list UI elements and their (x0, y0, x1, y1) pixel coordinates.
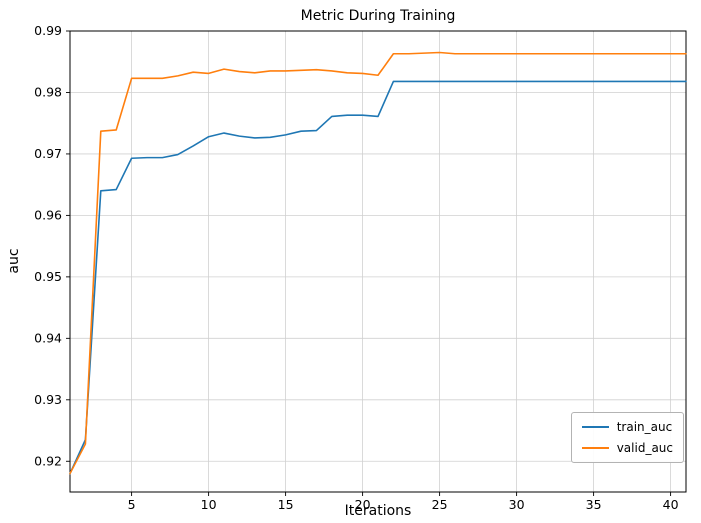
series-line-train_auc (69, 80, 687, 475)
train-line-swatch-icon (581, 426, 609, 428)
x-tick-label: 35 (586, 497, 602, 512)
x-tick-label: 5 (128, 497, 136, 512)
y-axis-label: auc (6, 248, 22, 274)
legend-item-train: train_auc (581, 420, 673, 434)
y-tick-label: 0.93 (34, 392, 62, 407)
y-tick-label: 0.96 (34, 207, 62, 222)
x-tick-label: 10 (201, 497, 217, 512)
y-tick-label: 0.95 (34, 269, 62, 284)
x-tick-label: 15 (278, 497, 294, 512)
y-tick-label: 0.98 (34, 84, 62, 99)
axes-frame (69, 30, 687, 493)
x-axis-label: Iterations (344, 503, 412, 519)
x-tick-label: 40 (663, 497, 679, 512)
chart-title: Metric During Training (300, 8, 456, 24)
y-tick-label: 0.92 (34, 453, 62, 468)
y-tick-label: 0.97 (34, 146, 62, 161)
y-tick-label: 0.94 (34, 330, 62, 345)
legend: train_auc valid_auc (570, 412, 684, 463)
legend-label-train: train_auc (616, 420, 673, 434)
legend-item-valid: valid_auc (581, 441, 673, 455)
y-tick-label: 0.99 (34, 23, 62, 38)
series-line-valid_auc (69, 51, 687, 475)
x-tick-label: 30 (509, 497, 525, 512)
legend-label-valid: valid_auc (616, 441, 673, 455)
valid-line-swatch-icon (581, 447, 609, 449)
x-tick-label: 25 (432, 497, 448, 512)
x-tick-label: 20 (355, 497, 371, 512)
